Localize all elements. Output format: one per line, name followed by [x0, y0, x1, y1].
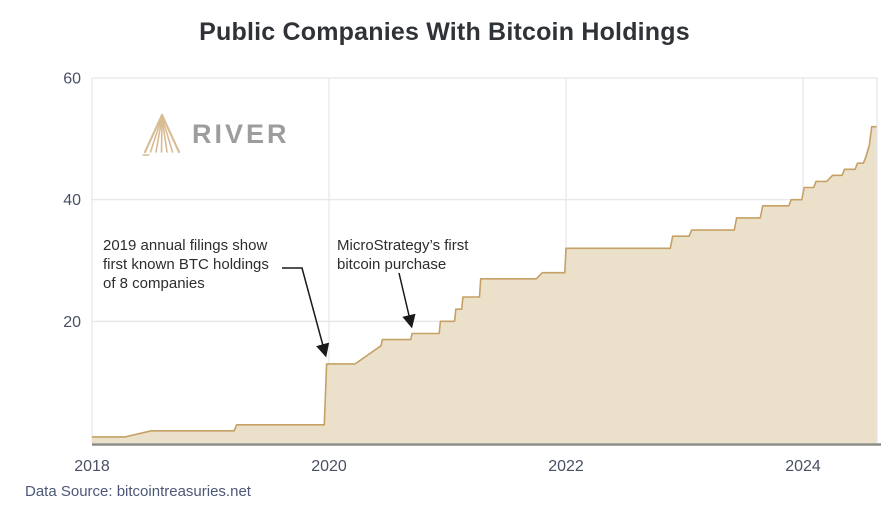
chart-title: Public Companies With Bitcoin Holdings [199, 18, 690, 46]
x-tick-label-2020: 2020 [311, 458, 347, 475]
river-logo-text: RIVER [192, 118, 290, 149]
annotation-microstrategy: MicroStrategy’s first bitcoin purchase [337, 237, 469, 273]
annotation-2019-filings: 2019 annual filings show first known BTC… [103, 237, 269, 292]
x-tick-label-2018: 2018 [74, 458, 110, 475]
area-series-line [92, 125, 877, 438]
annotation-arrow-microstrategy [398, 272, 416, 329]
river-logo: RIVER [142, 111, 290, 157]
y-tick-label-20: 20 [63, 314, 81, 331]
river-peak-icon [142, 113, 181, 156]
y-tick-label-40: 40 [63, 192, 81, 209]
x-tick-label-2022: 2022 [548, 458, 584, 475]
annotation-arrow-2019-filings [282, 267, 330, 358]
x-tick-label-2024: 2024 [785, 458, 821, 475]
y-tick-label-60: 60 [63, 71, 81, 88]
area-series-fill [92, 126, 877, 443]
data-source-note: Data Source: bitcointreasuries.net [25, 483, 251, 500]
